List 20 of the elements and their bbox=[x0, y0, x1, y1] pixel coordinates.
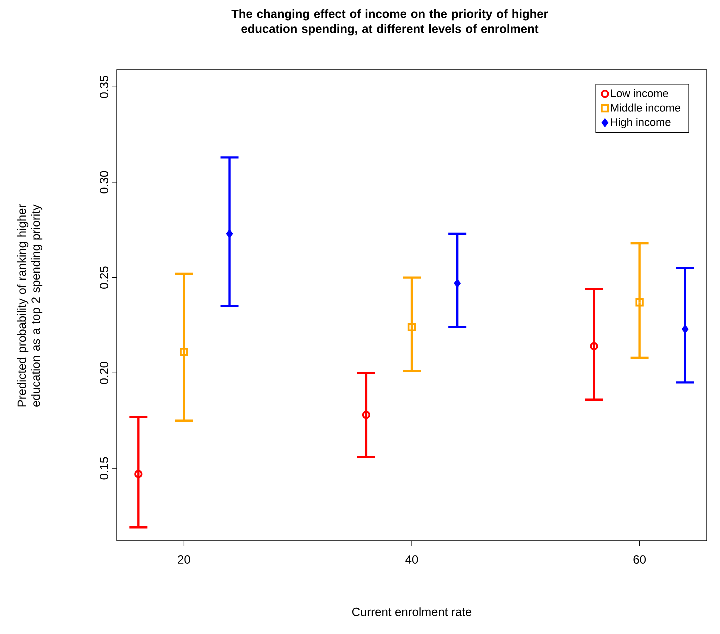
point bbox=[408, 323, 416, 332]
point bbox=[226, 230, 234, 238]
x-tick-label: 40 bbox=[406, 556, 418, 564]
y-tick-label: 0.20 bbox=[100, 362, 108, 384]
y-tick-label: 0.15 bbox=[100, 457, 108, 480]
x-axis-title: Current enrolment rate bbox=[352, 608, 472, 616]
y-tick-label: 0.30 bbox=[100, 171, 108, 194]
y-tick-label: 0.35 bbox=[100, 76, 108, 98]
chart-title: The changing effect of income on the priority of higher education spending, at different levels of enrolment bbox=[232, 10, 548, 36]
legend-label: Low income bbox=[611, 89, 668, 98]
point bbox=[636, 298, 644, 307]
y-tick-label: 0.25 bbox=[100, 266, 108, 289]
legend-label: High income bbox=[611, 118, 671, 128]
legend-label: Middle income bbox=[611, 104, 681, 112]
y-axis-title: Predicted probability of ranking higher education as a top 2 spending priority bbox=[17, 204, 43, 407]
point bbox=[454, 279, 461, 288]
point bbox=[682, 325, 689, 334]
x-tick-label: 60 bbox=[634, 556, 646, 564]
x-tick-label: 20 bbox=[178, 556, 190, 564]
point bbox=[180, 348, 188, 356]
